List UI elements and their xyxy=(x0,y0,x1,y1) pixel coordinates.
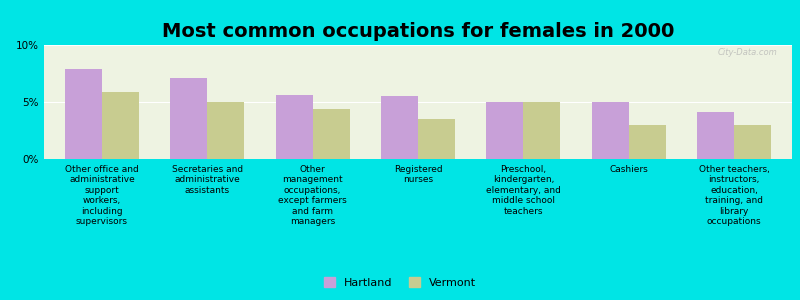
Text: Other
management
occupations,
except farmers
and farm
managers: Other management occupations, except far… xyxy=(278,165,347,226)
Bar xyxy=(65,69,102,159)
Bar xyxy=(486,102,523,159)
Bar xyxy=(734,125,771,159)
Bar xyxy=(207,102,244,159)
Title: Most common occupations for females in 2000: Most common occupations for females in 2… xyxy=(162,22,674,41)
Bar xyxy=(313,109,350,159)
Bar xyxy=(276,95,313,159)
Legend: Hartland, Vermont: Hartland, Vermont xyxy=(321,274,479,291)
Text: City-Data.com: City-Data.com xyxy=(718,48,777,57)
Text: Preschool,
kindergarten,
elementary, and
middle school
teachers: Preschool, kindergarten, elementary, and… xyxy=(486,165,561,216)
Text: Registered
nurses: Registered nurses xyxy=(394,165,442,184)
Bar xyxy=(523,102,560,159)
Bar xyxy=(592,102,629,159)
Text: Other teachers,
instructors,
education,
training, and
library
occupations: Other teachers, instructors, education, … xyxy=(698,165,770,226)
Bar xyxy=(418,119,455,159)
Bar xyxy=(170,78,207,159)
Text: Cashiers: Cashiers xyxy=(610,165,648,174)
Text: Secretaries and
administrative
assistants: Secretaries and administrative assistant… xyxy=(172,165,243,195)
Text: Other office and
administrative
support
workers,
including
supervisors: Other office and administrative support … xyxy=(65,165,139,226)
Bar xyxy=(629,125,666,159)
Bar xyxy=(102,92,139,159)
Bar xyxy=(697,112,734,159)
Bar xyxy=(381,96,418,159)
